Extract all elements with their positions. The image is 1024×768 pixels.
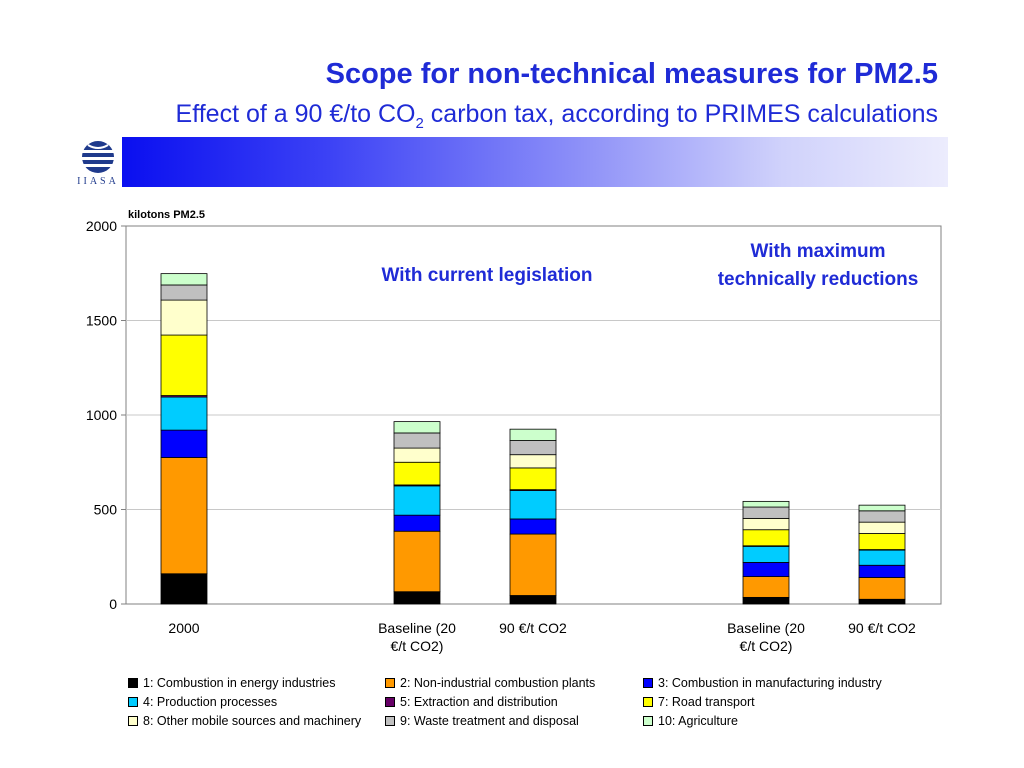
x-tick-label: 90 €/t CO2 (499, 620, 567, 636)
legend-label: 10: Agriculture (658, 714, 738, 728)
legend-item: 8: Other mobile sources and machinery (128, 714, 361, 728)
bar-segment-9 (742, 500, 790, 508)
legend-swatch (643, 697, 653, 707)
bar-segment-8 (858, 510, 906, 523)
header-banner (122, 137, 948, 187)
bar-segment-6 (393, 461, 441, 486)
bar-segment-6 (742, 529, 790, 547)
bar-segment-4 (393, 485, 441, 516)
legend-label: 7: Road transport (658, 695, 755, 709)
bar-segment-2 (160, 457, 208, 575)
bar-segment-2 (509, 533, 557, 596)
legend-item: 10: Agriculture (643, 714, 738, 728)
bar-segment-1 (858, 598, 906, 605)
bar-segment-6 (160, 334, 208, 396)
x-tick-label: Baseline (20 (378, 620, 456, 636)
legend-item: 1: Combustion in energy industries (128, 676, 335, 690)
bar-segment-9 (393, 421, 441, 434)
bar-segment-1 (742, 596, 790, 605)
legend-label: 1: Combustion in energy industries (143, 676, 336, 690)
legend-swatch (643, 716, 653, 726)
subtitle-subscript: 2 (415, 115, 424, 132)
subtitle-main: Effect of a 90 €/to CO (175, 100, 416, 128)
bar-segment-8 (742, 506, 790, 519)
bar-segment-7 (858, 521, 906, 534)
bar-segment-3 (160, 429, 208, 458)
x-tick-label: Baseline (20 (727, 620, 805, 636)
legend-label: 3: Combustion in manufacturing industry (658, 676, 882, 690)
x-tick-label: 90 €/t CO2 (848, 620, 916, 636)
bar-segment-3 (858, 564, 906, 578)
bar-segment-7 (509, 454, 557, 469)
subtitle-rest: carbon tax, according to PRIMES calculat… (423, 100, 938, 128)
y-tick-label: 500 (94, 502, 118, 518)
legend-swatch (385, 697, 395, 707)
bar-segment-8 (393, 432, 441, 449)
bar-segment-1 (509, 595, 557, 605)
bar-segment-6 (858, 533, 906, 550)
x-tick-label: €/t CO2) (740, 638, 793, 654)
legend-swatch (128, 678, 138, 688)
y-tick-label: 2000 (86, 218, 117, 234)
bar-segment-1 (393, 591, 441, 605)
legend-swatch (128, 716, 138, 726)
legend-label: 5: Extraction and distribution (400, 695, 558, 709)
x-tick-label: 2000 (168, 620, 199, 636)
legend-label: 2: Non-industrial combustion plants (400, 676, 596, 690)
bar-segment-2 (393, 530, 441, 593)
bar-segment-2 (742, 576, 790, 598)
page-title: Scope for non-technical measures for PM2… (325, 58, 938, 90)
legend-item: 2: Non-industrial combustion plants (385, 676, 595, 690)
iiasa-logo-icon (74, 137, 122, 191)
page-subtitle: Effect of a 90 €/to CO2 carbon tax, acco… (176, 100, 938, 132)
chart-annotation: technically reductions (718, 269, 919, 290)
y-tick-label: 0 (109, 596, 117, 612)
legend-item: 3: Combustion in manufacturing industry (643, 676, 882, 690)
legend-item: 9: Waste treatment and disposal (385, 714, 579, 728)
stacked-bar-chart: 0 500 1000 1500 2000 kilotons PM2.5 2000 Baseli… (86, 209, 942, 654)
legend-swatch (385, 678, 395, 688)
chart-annotation: With current legislation (382, 265, 593, 286)
legend-item: 7: Road transport (643, 695, 755, 709)
y-tick-label: 1000 (86, 407, 117, 423)
legend-label: 4: Production processes (143, 695, 278, 709)
legend-swatch (643, 678, 653, 688)
legend-item: 5: Extraction and distribution (385, 695, 558, 709)
bar-segment-3 (509, 518, 557, 535)
bar-segment-7 (160, 299, 208, 336)
bar-segment-3 (393, 514, 441, 532)
bar-segment-7 (742, 517, 790, 531)
legend-label: 8: Other mobile sources and machinery (143, 714, 362, 728)
bar-segment-6 (509, 467, 557, 491)
bar-segment-8 (509, 440, 557, 456)
bar-segment-4 (509, 490, 557, 520)
logo-text: IIASA (77, 176, 119, 187)
legend-item: 4: Production processes (128, 695, 277, 709)
x-tick-label: €/t CO2) (391, 638, 444, 654)
bar-segment-9 (509, 428, 557, 441)
y-tick-label: 1500 (86, 313, 117, 329)
bar-segment-9 (858, 504, 906, 512)
bar-segment-4 (160, 396, 208, 431)
bar-segment-2 (858, 577, 906, 600)
legend-swatch (128, 697, 138, 707)
bar-segment-4 (742, 545, 790, 563)
bar-segment-1 (160, 573, 208, 605)
legend-swatch (385, 716, 395, 726)
chart-annotation: With maximum (751, 241, 886, 262)
y-axis-label: kilotons PM2.5 (128, 209, 205, 221)
bar-segment-9 (160, 273, 208, 286)
bar-segment-4 (858, 549, 906, 566)
bar-segment-7 (393, 447, 441, 463)
bar-segment-8 (160, 284, 208, 301)
bar-segment-3 (742, 562, 790, 577)
legend-label: 9: Waste treatment and disposal (400, 714, 579, 728)
